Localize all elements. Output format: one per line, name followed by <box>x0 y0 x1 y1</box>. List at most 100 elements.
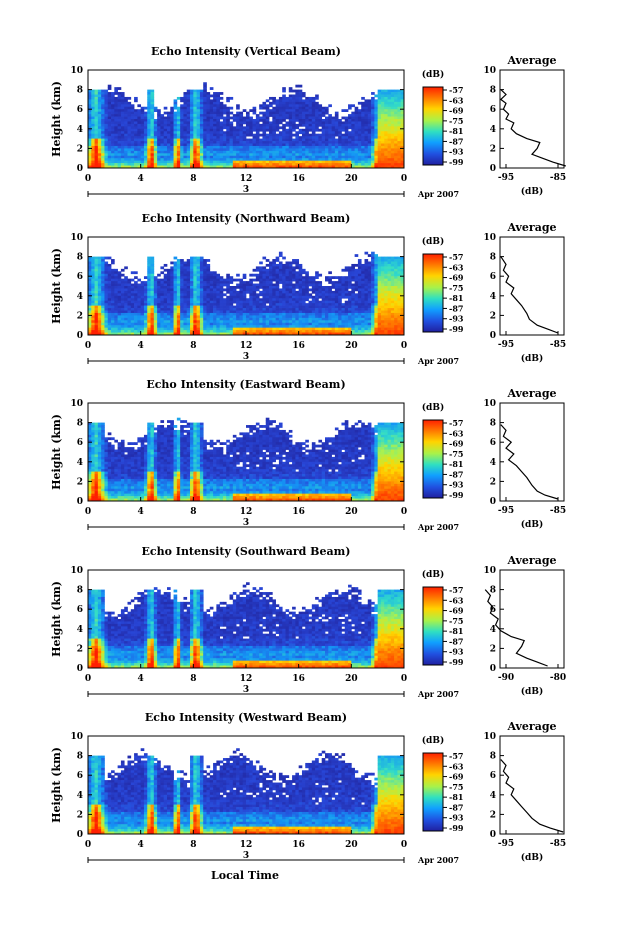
heatmap-cell <box>222 163 227 166</box>
heatmap-cell <box>325 317 329 321</box>
heatmap-cell <box>246 160 250 164</box>
heatmap-cell <box>173 153 178 157</box>
heatmap-cell <box>278 104 283 108</box>
heatmap-cell <box>259 128 263 132</box>
heatmap-cell <box>190 101 194 105</box>
heatmap-cell <box>180 109 184 112</box>
heatmap-cell <box>390 143 395 147</box>
heatmap-cell <box>147 133 151 137</box>
heatmap-cell <box>315 303 319 306</box>
heatmap-cell <box>357 126 362 130</box>
heatmap-cell <box>183 278 188 282</box>
heatmap-cell <box>318 305 323 309</box>
heatmap-cell <box>272 106 276 110</box>
heatmap-cell <box>278 263 283 267</box>
heatmap-cell <box>255 286 260 289</box>
heatmap-cell <box>321 300 326 304</box>
heatmap-cell <box>199 119 204 122</box>
heatmap-cell <box>186 128 191 132</box>
heatmap-cell <box>301 128 306 132</box>
heatmap-cell <box>213 121 217 125</box>
heatmap-cell <box>377 96 382 100</box>
heatmap-cell <box>229 308 234 311</box>
heatmap-cell <box>186 259 191 262</box>
heatmap-cell <box>331 153 336 157</box>
heatmap-cell <box>216 96 221 100</box>
heatmap-cell <box>354 121 359 125</box>
heatmap-cell <box>295 312 300 316</box>
heatmap-cell <box>239 148 244 152</box>
heatmap-cell <box>111 104 115 108</box>
heatmap-cell <box>206 286 211 289</box>
heatmap-field <box>88 82 405 169</box>
heatmap-cell <box>143 295 148 299</box>
heatmap-cell <box>104 298 109 302</box>
heatmap-cell <box>117 101 122 105</box>
heatmap-cell <box>219 300 224 304</box>
heatmap-cell <box>91 259 95 262</box>
heatmap-cell <box>143 310 148 314</box>
heatmap-cell <box>255 114 260 117</box>
heatmap-cell <box>206 298 211 302</box>
heatmap-cell <box>120 141 125 144</box>
heatmap-cell <box>325 286 329 289</box>
heatmap-cell <box>321 315 326 319</box>
heatmap-cell <box>334 160 339 164</box>
heatmap-cell <box>249 141 253 144</box>
heatmap-cell <box>186 143 191 147</box>
heatmap-cell <box>318 315 323 319</box>
heatmap-cell <box>377 89 382 93</box>
heatmap-cell <box>226 315 230 319</box>
heatmap-cell <box>104 94 109 98</box>
heatmap-cell <box>124 295 128 299</box>
heatmap-cell <box>101 317 105 321</box>
heatmap-cell <box>262 290 267 294</box>
heatmap-cell <box>292 133 296 137</box>
heatmap-cell <box>394 158 398 161</box>
heatmap-cell <box>157 121 161 125</box>
heatmap-cell <box>292 276 296 279</box>
heatmap-cell <box>321 143 326 147</box>
heatmap-cell <box>124 119 128 122</box>
heatmap-cell <box>361 116 365 120</box>
heatmap-cell <box>176 310 181 314</box>
heatmap-cell <box>196 310 201 314</box>
heatmap-cell <box>331 160 336 164</box>
heatmap-cell <box>186 288 191 292</box>
heatmap-cell <box>328 136 332 139</box>
heatmap-cell <box>272 138 276 142</box>
heatmap-cell <box>357 298 362 302</box>
heatmap-cell <box>285 150 290 154</box>
heatmap-cell <box>199 263 204 267</box>
heatmap-cell <box>311 158 316 161</box>
heatmap-cell <box>163 332 168 336</box>
heatmap-cell <box>176 303 181 306</box>
heatmap-cell <box>246 290 250 294</box>
heatmap-cell <box>216 278 221 282</box>
heatmap-cell <box>226 310 230 314</box>
heatmap-cell <box>288 273 293 277</box>
heatmap-cell <box>328 332 332 336</box>
heatmap-cell <box>180 148 184 152</box>
heatmap-cell <box>94 298 99 302</box>
heatmap-cell <box>147 99 151 103</box>
heatmap-cell <box>305 114 309 117</box>
heatmap-cell <box>88 332 92 336</box>
heatmap-cell <box>259 327 263 331</box>
heatmap-cell <box>104 300 109 304</box>
heatmap-cell <box>246 288 250 292</box>
heatmap-cell <box>101 295 105 299</box>
heatmap-cell <box>357 286 362 289</box>
heatmap-cell <box>242 295 247 299</box>
heatmap-cell <box>315 119 319 122</box>
heatmap-cell <box>272 312 276 316</box>
heatmap-cell <box>318 158 323 161</box>
heatmap-cell <box>209 322 214 326</box>
heatmap-cell <box>124 114 128 117</box>
heatmap-cell <box>199 330 204 333</box>
heatmap-cell <box>278 327 283 331</box>
heatmap-cell <box>140 126 145 130</box>
heatmap-cell <box>186 268 191 272</box>
heatmap-cell <box>97 295 102 299</box>
heatmap-cell <box>242 145 247 149</box>
